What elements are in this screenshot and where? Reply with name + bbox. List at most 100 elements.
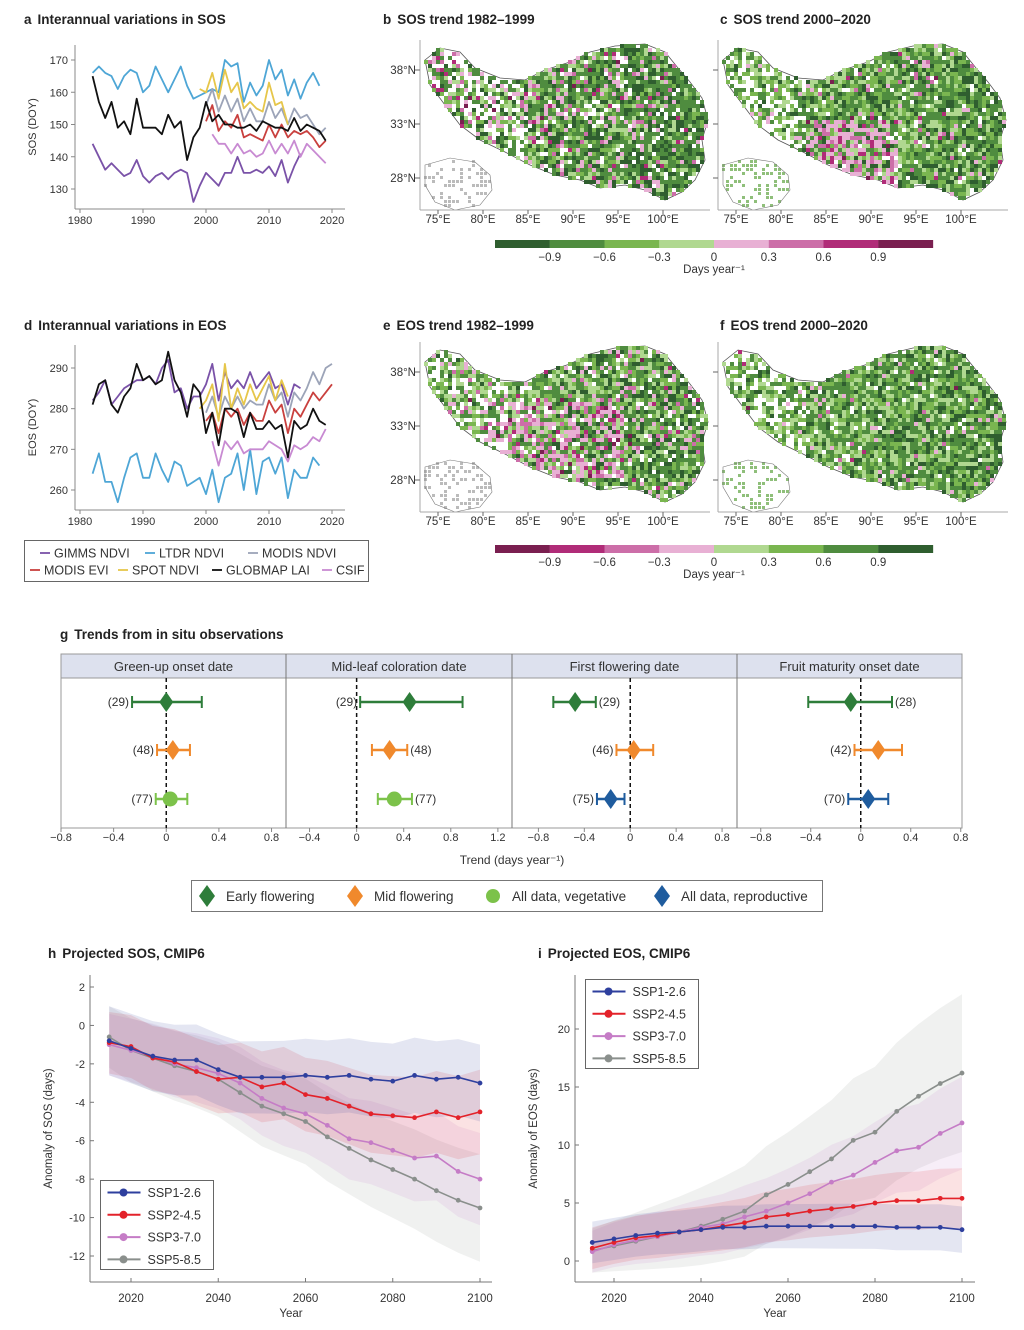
trend-pixel xyxy=(604,168,608,172)
trend-pixel xyxy=(696,128,700,132)
trend-pixel xyxy=(774,76,778,80)
trend-pixel xyxy=(810,88,814,92)
trend-pixel xyxy=(692,462,696,466)
trend-pixel xyxy=(938,68,942,72)
inset-pixel xyxy=(468,498,471,501)
trend-pixel xyxy=(676,414,680,418)
trend-pixel xyxy=(680,184,684,188)
trend-pixel xyxy=(882,140,886,144)
trend-pixel xyxy=(974,108,978,112)
trend-pixel xyxy=(934,100,938,104)
trend-pixel xyxy=(632,410,636,414)
trend-pixel xyxy=(922,124,926,128)
trend-pixel xyxy=(942,164,946,168)
trend-pixel xyxy=(656,172,660,176)
trend-pixel xyxy=(608,378,612,382)
trend-pixel xyxy=(668,466,672,470)
trend-pixel xyxy=(814,84,818,88)
trend-pixel xyxy=(612,160,616,164)
trend-pixel xyxy=(632,148,636,152)
trend-pixel xyxy=(432,56,436,60)
trend-pixel xyxy=(870,92,874,96)
trend-pixel xyxy=(822,156,826,160)
trend-pixel xyxy=(644,458,648,462)
trend-pixel xyxy=(870,128,874,132)
trend-pixel xyxy=(556,458,560,462)
trend-pixel xyxy=(556,152,560,156)
trend-pixel xyxy=(870,152,874,156)
trend-pixel xyxy=(926,72,930,76)
trend-pixel xyxy=(676,450,680,454)
trend-pixel xyxy=(544,402,548,406)
trend-pixel xyxy=(532,152,536,156)
trend-pixel xyxy=(456,68,460,72)
trend-pixel xyxy=(596,68,600,72)
trend-pixel xyxy=(958,112,962,116)
trend-pixel xyxy=(668,430,672,434)
trend-pixel xyxy=(838,92,842,96)
trend-pixel xyxy=(954,84,958,88)
trend-pixel xyxy=(950,192,954,196)
trend-pixel xyxy=(636,72,640,76)
trend-pixel xyxy=(572,116,576,120)
trend-pixel xyxy=(600,426,604,430)
trend-pixel xyxy=(938,136,942,140)
trend-pixel xyxy=(564,470,568,474)
trend-pixel xyxy=(456,386,460,390)
trend-pixel xyxy=(806,124,810,128)
trend-pixel xyxy=(898,52,902,56)
trend-pixel xyxy=(592,140,596,144)
trend-pixel xyxy=(640,120,644,124)
trend-pixel xyxy=(624,152,628,156)
trend-pixel xyxy=(524,418,528,422)
trend-pixels xyxy=(424,346,708,509)
trend-pixel xyxy=(628,108,632,112)
trend-pixel xyxy=(818,128,822,132)
trend-pixel xyxy=(568,172,572,176)
trend-pixel xyxy=(930,88,934,92)
trend-pixel xyxy=(564,100,568,104)
trend-pixel xyxy=(528,132,532,136)
trend-pixel xyxy=(624,422,628,426)
trend-pixel xyxy=(998,128,1002,132)
trend-pixel xyxy=(910,152,914,156)
trend-pixel xyxy=(628,378,632,382)
trend-pixel xyxy=(652,172,656,176)
trend-pixel xyxy=(700,458,704,462)
trend-pixel xyxy=(620,474,624,478)
trend-pixel xyxy=(532,390,536,394)
trend-pixel xyxy=(1002,112,1006,116)
trend-pixel xyxy=(440,390,444,394)
trend-pixel xyxy=(572,394,576,398)
trend-pixel xyxy=(628,454,632,458)
trend-pixel xyxy=(974,136,978,140)
trend-pixel xyxy=(890,140,894,144)
trend-pixel xyxy=(862,128,866,132)
trend-pixel xyxy=(632,116,636,120)
trend-pixel xyxy=(656,422,660,426)
trend-pixel xyxy=(664,64,668,68)
trend-pixel xyxy=(600,390,604,394)
trend-pixel xyxy=(830,128,834,132)
trend-pixel xyxy=(564,92,568,96)
trend-pixel xyxy=(730,52,734,56)
trend-pixel xyxy=(656,64,660,68)
trend-pixel xyxy=(902,68,906,72)
trend-pixel xyxy=(616,156,620,160)
trend-pixel xyxy=(696,458,700,462)
trend-pixel xyxy=(564,430,568,434)
trend-pixel xyxy=(660,196,664,200)
inset-pixel xyxy=(468,196,471,199)
trend-pixel xyxy=(476,402,480,406)
trend-pixel xyxy=(986,168,990,172)
trend-pixel xyxy=(974,88,978,92)
trend-pixel xyxy=(810,120,814,124)
trend-pixel xyxy=(580,458,584,462)
trend-pixel xyxy=(600,168,604,172)
trend-pixel xyxy=(536,164,540,168)
inset-pixel xyxy=(444,474,447,477)
trend-pixel xyxy=(762,64,766,68)
trend-pixel xyxy=(632,68,636,72)
trend-pixel xyxy=(644,176,648,180)
trend-pixel xyxy=(528,84,532,88)
